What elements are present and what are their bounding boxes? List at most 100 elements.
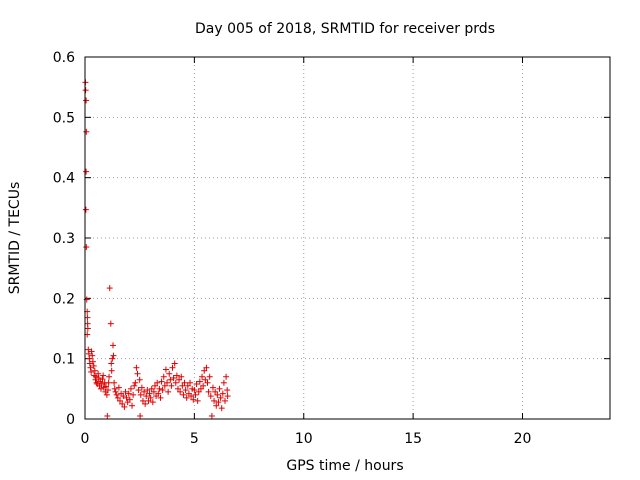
data-point: [144, 387, 151, 394]
data-point: [201, 367, 208, 374]
data-point: [173, 372, 180, 379]
y-tick-label: 0.3: [53, 231, 75, 247]
data-point: [104, 412, 111, 419]
data-point: [206, 373, 213, 380]
data-point: [133, 364, 140, 371]
data-point: [203, 364, 210, 371]
data-point: [107, 320, 114, 327]
data-point: [98, 381, 105, 388]
data-point: [155, 390, 162, 397]
data-point: [103, 383, 109, 390]
data-point: [212, 388, 219, 395]
data-point: [214, 391, 221, 398]
data-point: [122, 388, 129, 395]
data-point: [106, 285, 113, 292]
data-point: [106, 373, 113, 380]
y-tick-label: 0.5: [53, 110, 75, 126]
data-point: [147, 394, 154, 401]
data-point: [89, 352, 96, 359]
data-point: [178, 373, 185, 380]
data-point: [130, 391, 137, 398]
data-point: [162, 366, 169, 373]
data-point: [121, 403, 128, 410]
data-point: [176, 376, 183, 383]
data-point: [158, 378, 165, 385]
data-point: [165, 388, 172, 395]
data-point: [219, 390, 226, 397]
data-point: [136, 376, 143, 383]
plot-frame: [84, 56, 611, 420]
data-point: [170, 374, 177, 381]
data-point: [177, 388, 184, 395]
grid-lines: [85, 57, 610, 419]
data-point: [183, 394, 190, 401]
data-point: [196, 378, 203, 385]
data-point: [180, 391, 187, 398]
data-points: [82, 79, 231, 419]
data-point: [110, 352, 117, 359]
data-point: [108, 367, 115, 374]
data-point: [104, 387, 111, 394]
data-point: [174, 385, 181, 392]
data-point: [224, 387, 231, 394]
data-point: [164, 379, 171, 386]
data-point: [126, 396, 133, 403]
data-point: [195, 388, 202, 395]
data-point: [138, 384, 145, 391]
data-point: [205, 388, 212, 395]
data-point: [84, 325, 91, 332]
axis-ticks: 0 0.1 0.2 0.3 0.4 0.5 0.6 0 5 10 15 20: [53, 50, 610, 447]
data-point: [87, 364, 94, 371]
data-point: [93, 379, 100, 386]
data-point: [223, 373, 230, 380]
data-point: [103, 391, 110, 398]
data-point: [137, 391, 144, 398]
data-point: [169, 364, 176, 371]
data-point: [86, 360, 93, 367]
data-point: [160, 373, 167, 380]
data-point: [197, 385, 204, 392]
data-point: [199, 373, 206, 380]
data-point: [171, 360, 178, 367]
data-point: [209, 384, 216, 391]
data-point: [179, 382, 186, 389]
data-point: [83, 168, 90, 175]
data-point: [167, 376, 174, 383]
data-point: [216, 385, 223, 392]
x-tick-label: 5: [190, 431, 199, 447]
y-axis-label: SRMTID / TECUs: [7, 182, 23, 295]
data-point: [156, 385, 163, 392]
y-tick-label: 0: [66, 412, 75, 428]
data-point: [172, 379, 179, 386]
data-point: [95, 370, 102, 377]
data-point: [89, 358, 96, 365]
data-point: [134, 370, 141, 377]
x-tick-label: 0: [81, 431, 90, 447]
data-point: [200, 382, 207, 389]
data-point: [120, 393, 127, 400]
data-point: [168, 382, 175, 389]
data-point: [114, 394, 121, 401]
data-point: [181, 379, 188, 386]
data-point: [142, 400, 149, 407]
data-point: [202, 376, 209, 383]
data-point: [157, 394, 164, 401]
data-point: [224, 393, 231, 400]
data-point: [88, 368, 95, 375]
data-point: [150, 388, 157, 395]
data-point: [161, 382, 168, 389]
y-tick-label: 0.4: [53, 171, 75, 187]
data-point: [131, 382, 138, 389]
data-point: [204, 379, 211, 386]
data-point: [145, 397, 152, 404]
data-point: [129, 402, 136, 409]
data-point: [115, 384, 122, 391]
data-point: [152, 382, 158, 389]
data-point: [148, 385, 155, 392]
data-point: [90, 362, 97, 369]
data-point: [194, 397, 201, 404]
data-point: [111, 385, 118, 392]
data-point: [208, 412, 215, 419]
data-point: [187, 379, 193, 386]
data-point: [217, 394, 224, 401]
